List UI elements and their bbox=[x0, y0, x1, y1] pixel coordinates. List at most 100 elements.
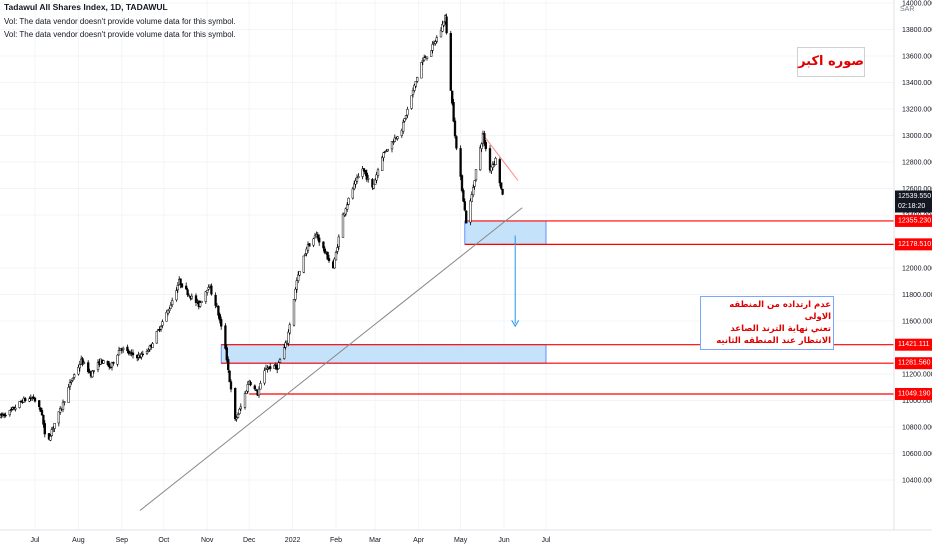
candle-up bbox=[284, 342, 287, 348]
candle-down bbox=[186, 289, 189, 296]
candle-up bbox=[140, 353, 143, 358]
candle-up bbox=[70, 380, 73, 383]
candle-down bbox=[126, 346, 129, 352]
candle-up bbox=[420, 62, 423, 79]
time-tick-label: Jul bbox=[31, 537, 40, 544]
candle-down bbox=[365, 172, 368, 180]
candle-up bbox=[441, 24, 444, 32]
candle-down bbox=[81, 358, 84, 365]
candle-up bbox=[346, 204, 349, 210]
candle-up bbox=[442, 21, 445, 26]
candle-up bbox=[171, 300, 174, 305]
price-tick-label: 13200.000 bbox=[902, 107, 932, 114]
candle-down bbox=[484, 142, 487, 149]
time-tick-label: Apr bbox=[413, 537, 425, 544]
time-tick-label: Dec bbox=[243, 537, 256, 544]
current-price-tag-text: 02:18:20 bbox=[898, 203, 925, 210]
candle-down bbox=[224, 325, 227, 349]
candle-up bbox=[59, 407, 62, 413]
candle-up bbox=[161, 321, 164, 326]
candle-up bbox=[375, 174, 378, 181]
time-tick-label: Oct bbox=[158, 537, 169, 544]
candle-up bbox=[400, 130, 403, 136]
candle-down bbox=[112, 362, 115, 364]
candle-up bbox=[246, 384, 249, 392]
candle-up bbox=[91, 370, 94, 378]
candle-up bbox=[165, 312, 168, 322]
candle-down bbox=[127, 350, 130, 354]
candle-up bbox=[78, 364, 81, 369]
symbol-title[interactable]: Tadawul All Shares Index, 1D, TADAWUL bbox=[4, 2, 168, 12]
candle-up bbox=[257, 388, 261, 396]
candle-down bbox=[455, 136, 458, 149]
time-tick-label: Jul bbox=[542, 537, 551, 544]
candle-up bbox=[341, 213, 345, 238]
candle-up bbox=[393, 137, 396, 142]
candle-up bbox=[292, 299, 296, 326]
candle-up bbox=[71, 378, 74, 381]
candle-down bbox=[220, 319, 223, 327]
candle-up bbox=[337, 236, 340, 247]
candle-up bbox=[50, 429, 53, 436]
arrow-head bbox=[511, 320, 520, 328]
candle-up bbox=[302, 255, 305, 273]
candle-up bbox=[430, 50, 433, 57]
candle-down bbox=[460, 175, 464, 191]
candle-up bbox=[96, 362, 100, 371]
candle-down bbox=[10, 409, 13, 411]
candle-up bbox=[122, 347, 125, 350]
time-axis[interactable]: Jul Aug Sep Oct Nov Dec 2022 Feb Mar Apr May Jun Jul bbox=[31, 537, 551, 544]
candle-down bbox=[234, 387, 237, 420]
time-tick-label: Nov bbox=[201, 537, 214, 544]
candle-down bbox=[453, 120, 457, 137]
currency-label: SAR bbox=[900, 6, 914, 13]
candle-up bbox=[479, 147, 482, 171]
current-price-tag-bg bbox=[895, 190, 932, 213]
candle-down bbox=[217, 305, 220, 316]
price-tick-label: 11200.000 bbox=[902, 372, 932, 379]
candle-up bbox=[435, 37, 438, 42]
candle-down bbox=[316, 234, 319, 239]
time-tick-label: Jun bbox=[498, 537, 509, 544]
candle-up bbox=[353, 183, 356, 190]
candle-down bbox=[185, 285, 188, 290]
candle-down bbox=[179, 278, 182, 285]
level-tag-bg bbox=[895, 338, 932, 351]
candle-down bbox=[180, 283, 184, 288]
analysis-note: عدم ارتداده من المنطقه الاولى تعني نهاية… bbox=[700, 296, 834, 350]
candle-down bbox=[131, 352, 135, 356]
candle-down bbox=[462, 190, 465, 202]
candle-down bbox=[43, 423, 46, 435]
candle-up bbox=[434, 41, 437, 44]
price-tick-label: 10800.000 bbox=[902, 425, 932, 432]
candle-up bbox=[392, 141, 395, 144]
candle-up bbox=[312, 238, 315, 246]
candle-down bbox=[483, 133, 486, 144]
support-zone bbox=[464, 220, 547, 245]
candle-up bbox=[190, 295, 193, 299]
candle-down bbox=[323, 248, 326, 253]
candle-up bbox=[357, 176, 360, 178]
price-tick-label: 11600.000 bbox=[902, 319, 932, 326]
time-tick-label: Sep bbox=[116, 537, 129, 544]
time-tick-label: Aug bbox=[72, 537, 85, 544]
level-tag-bg bbox=[895, 238, 932, 251]
candle-up bbox=[469, 200, 472, 223]
candle-up bbox=[287, 331, 290, 344]
candle-down bbox=[40, 410, 44, 416]
bigger-image-note: صوره اكبر bbox=[797, 47, 865, 77]
candle-down bbox=[225, 347, 228, 361]
candle-up bbox=[354, 180, 357, 185]
candle-up bbox=[166, 309, 170, 314]
candle-up bbox=[406, 109, 409, 116]
volume-note-1: Vol: The data vendor doesn't provide vol… bbox=[4, 17, 236, 26]
candle-up bbox=[473, 180, 476, 187]
candle-down bbox=[362, 168, 366, 172]
candle-up bbox=[288, 324, 291, 334]
candle-down bbox=[42, 414, 45, 425]
candle-down bbox=[141, 353, 144, 356]
candle-down bbox=[229, 381, 233, 390]
candle-up bbox=[28, 398, 31, 402]
